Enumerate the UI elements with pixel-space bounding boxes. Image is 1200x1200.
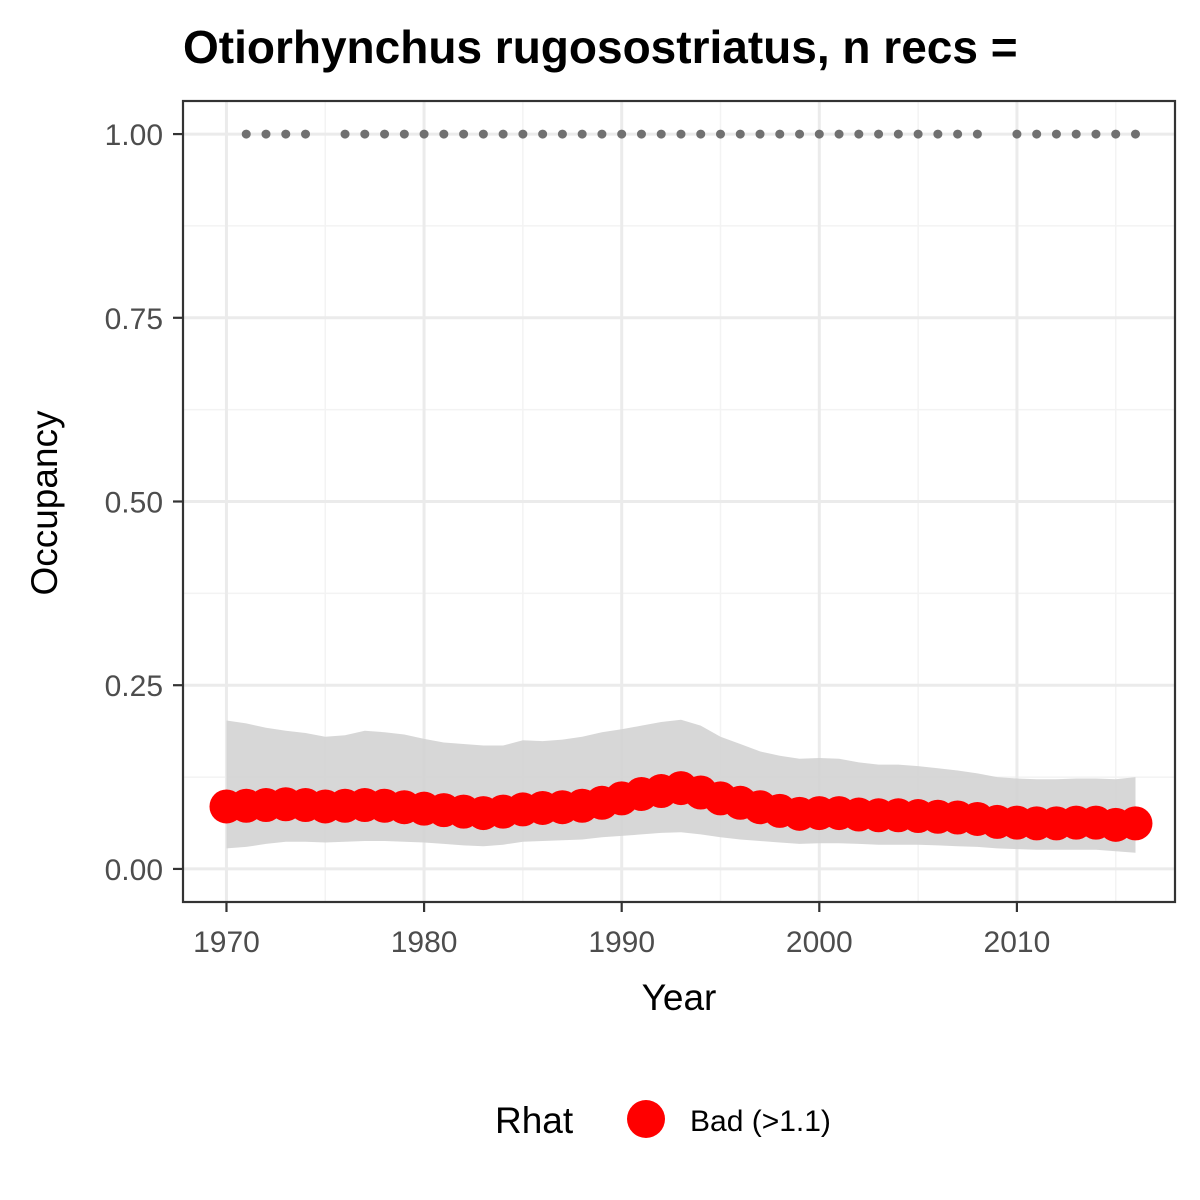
y-tick-label: 0.75: [105, 303, 163, 336]
record-mark: [874, 129, 884, 139]
y-axis-label: Occupancy: [24, 410, 65, 596]
occupancy-points-layer: [209, 771, 1153, 842]
record-mark: [1091, 129, 1101, 139]
record-mark: [281, 129, 291, 139]
record-mark: [538, 129, 548, 139]
record-mark: [340, 129, 350, 139]
record-mark: [577, 129, 587, 139]
record-mark: [459, 129, 469, 139]
y-tick-label: 0.25: [105, 670, 163, 703]
x-tick-label: 1980: [391, 926, 458, 959]
record-mark: [399, 129, 409, 139]
legend-key-bad: [627, 1100, 665, 1138]
record-mark: [636, 129, 646, 139]
record-mark: [656, 129, 666, 139]
chart-title: Otiorhynchus rugosostriatus, n recs =: [183, 21, 1018, 73]
record-mark: [1032, 129, 1042, 139]
record-mark: [617, 129, 627, 139]
record-mark: [755, 129, 765, 139]
x-tick-label: 1970: [193, 926, 260, 959]
record-mark: [301, 129, 311, 139]
record-mark: [478, 129, 488, 139]
record-mark: [854, 129, 864, 139]
record-mark: [972, 129, 982, 139]
legend-label-bad: Bad (>1.1): [690, 1105, 831, 1138]
x-tick-label: 2010: [984, 926, 1051, 959]
x-tick-label: 1990: [588, 926, 655, 959]
y-axis: 0.00 0.25 0.50 0.75 1.00: [105, 119, 183, 887]
x-axis: 1970 1980 1990 2000 2010: [193, 902, 1050, 959]
record-mark: [498, 129, 508, 139]
record-mark: [795, 129, 805, 139]
record-mark: [557, 129, 567, 139]
legend-title: Rhat: [495, 1100, 574, 1141]
record-mark: [1071, 129, 1081, 139]
occupancy-point: [1118, 806, 1153, 841]
record-mark: [419, 129, 429, 139]
record-mark: [696, 129, 706, 139]
record-mark: [439, 129, 449, 139]
record-mark: [1051, 129, 1061, 139]
y-tick-label: 0.50: [105, 487, 163, 520]
record-mark: [933, 129, 943, 139]
legend: Rhat Bad (>1.1): [495, 1100, 831, 1141]
record-mark: [597, 129, 607, 139]
record-mark: [380, 129, 390, 139]
record-mark: [241, 129, 251, 139]
record-mark: [953, 129, 963, 139]
x-axis-label: Year: [642, 977, 717, 1018]
record-mark: [1111, 129, 1121, 139]
record-mark: [360, 129, 370, 139]
y-tick-label: 1.00: [105, 119, 163, 152]
record-mark: [913, 129, 923, 139]
record-mark: [735, 129, 745, 139]
x-tick-label: 2000: [786, 926, 853, 959]
y-tick-label: 0.00: [105, 854, 163, 887]
record-mark: [775, 129, 785, 139]
record-mark: [834, 129, 844, 139]
record-mark: [1130, 129, 1140, 139]
record-mark: [261, 129, 271, 139]
record-mark: [715, 129, 725, 139]
record-mark: [518, 129, 528, 139]
record-mark: [1012, 129, 1022, 139]
record-marks-layer: [241, 129, 1140, 139]
record-mark: [814, 129, 824, 139]
record-mark: [676, 129, 686, 139]
record-mark: [893, 129, 903, 139]
